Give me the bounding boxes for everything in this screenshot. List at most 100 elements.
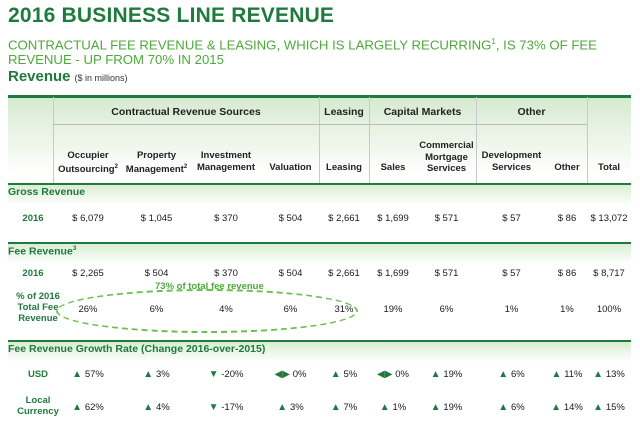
highlight-ellipse [56, 289, 358, 333]
group-header: Capital Markets [383, 106, 462, 118]
growth-value: 14% [563, 402, 583, 413]
gross-revenue-cell: $ 370 [214, 213, 238, 224]
group-underline [53, 124, 319, 125]
growth-value: 15% [605, 402, 625, 413]
down-arrow-icon: ▼ [208, 369, 222, 380]
row-label: Local Currency [17, 395, 59, 417]
column-header: Other [547, 162, 587, 174]
growth-cell: ▲ 6% [476, 369, 547, 380]
growth-value: 4% [155, 402, 170, 413]
growth-cell: ▲ 5% [319, 369, 369, 380]
growth-cell: ▲ 15% [587, 402, 631, 413]
up-arrow-icon: ▲ [72, 402, 85, 413]
fee-share-cell: 100% [596, 304, 622, 315]
down-arrow-icon: ▼ [208, 402, 222, 413]
column-header: Occupier Outsourcing2 [53, 150, 123, 175]
fee-share-cell: 19% [383, 304, 403, 315]
gross-revenue-cell: $ 1,699 [377, 213, 409, 224]
fee-revenue-cell: $ 8,717 [593, 268, 625, 279]
growth-cell: ▲ 19% [417, 402, 476, 413]
section-bar [8, 242, 631, 264]
growth-cell: ▲ 11% [547, 369, 587, 380]
column-header: Total [587, 162, 631, 174]
page-title: 2016 BUSINESS LINE REVENUE [8, 4, 335, 27]
growth-value: 1% [392, 402, 407, 413]
up-arrow-icon: ▲ [277, 402, 290, 413]
unit-note: ($ in millions) [74, 73, 128, 83]
gross-revenue-cell: $ 6,079 [72, 213, 104, 224]
growth-cell: ▲ 1% [369, 402, 417, 413]
flat-arrows-icon: ◀▶ [377, 369, 396, 380]
growth-cell: ▲ 19% [417, 369, 476, 380]
subtitle-text-post: , IS 73% OF FEE REVENUE - UP FROM 70% IN… [8, 37, 597, 68]
growth-value: 7% [343, 402, 358, 413]
gross-revenue-cell: $ 86 [557, 213, 577, 224]
fee-revenue-cell: $ 2,265 [72, 268, 104, 279]
revenue-heading: Revenue [8, 68, 71, 85]
gross-revenue-cell: $ 57 [502, 213, 521, 224]
group-underline [476, 124, 587, 125]
column-header-label: Commercial Mortgage Services [419, 140, 474, 174]
fee-share-cell: 1% [560, 304, 574, 315]
gross-revenue-cell: $ 13,072 [590, 213, 628, 224]
column-footnote: 2 [183, 163, 188, 170]
fee-callout: 73% of total fee revenue [155, 281, 264, 292]
column-header-label: Leasing [326, 162, 362, 173]
fee-revenue-cell: $ 504 [278, 268, 303, 279]
growth-value: 13% [605, 369, 625, 380]
group-header: Contractual Revenue Sources [111, 106, 261, 118]
group-underline [319, 124, 369, 125]
growth-cell: ▲ 62% [53, 402, 123, 413]
header-separator [587, 97, 588, 185]
up-arrow-icon: ▲ [498, 369, 511, 380]
up-arrow-icon: ▲ [143, 402, 156, 413]
column-header-label: Occupier Outsourcing [58, 150, 115, 175]
gross-revenue-heading: Gross Revenue [8, 186, 86, 198]
growth-cell: ▼ -17% [190, 402, 262, 413]
fee-revenue-cell: $ 571 [434, 268, 459, 279]
column-header-label: Development Services [481, 150, 542, 173]
column-header-label: Other [554, 162, 580, 173]
row-label: 2016 [22, 213, 44, 224]
growth-cell: ▲ 3% [262, 402, 319, 413]
column-header-label: Sales [380, 162, 406, 173]
growth-cell: ▲ 7% [319, 402, 369, 413]
growth-value: 57% [84, 369, 104, 380]
group-header: Leasing [324, 106, 364, 118]
header-separator [369, 97, 370, 185]
column-header: Investment Management [190, 150, 262, 173]
fee-revenue-cell: $ 504 [144, 268, 169, 279]
column-header-label: Valuation [269, 162, 312, 173]
growth-value: 5% [343, 369, 358, 380]
growth-value: 19% [443, 369, 463, 380]
up-arrow-icon: ▲ [430, 369, 444, 380]
column-footnote: 2 [114, 163, 118, 170]
growth-value: -17% [221, 402, 244, 413]
fee-share-cell: 1% [504, 304, 519, 315]
up-arrow-icon: ▲ [379, 402, 393, 413]
fee-revenue-cell: $ 2,661 [328, 268, 360, 279]
growth-value: 6% [510, 402, 525, 413]
flat-arrows-icon: ◀▶ [274, 369, 293, 380]
up-arrow-icon: ▲ [593, 369, 606, 380]
growth-value: 0% [292, 369, 307, 380]
column-header: Sales [369, 162, 417, 174]
growth-cell: ▲ 4% [123, 402, 190, 413]
growth-value: 11% [564, 369, 583, 380]
up-arrow-icon: ▲ [593, 402, 606, 413]
growth-cell: ◀▶ 0% [369, 369, 417, 380]
growth-value: -20% [221, 369, 244, 380]
growth-cell: ▲ 57% [53, 369, 123, 380]
header-separator [319, 97, 320, 185]
up-arrow-icon: ▲ [430, 402, 444, 413]
up-arrow-icon: ▲ [330, 369, 344, 380]
up-arrow-icon: ▲ [498, 402, 511, 413]
fee-revenue-footnote: 3 [72, 245, 77, 252]
growth-cell: ▲ 14% [547, 402, 587, 413]
revenue-section-title: Revenue ($ in millions) [8, 68, 128, 85]
column-header: Development Services [476, 150, 547, 173]
section-bar [8, 340, 631, 362]
growth-value: 62% [84, 402, 104, 413]
growth-cell: ▲ 3% [123, 369, 190, 380]
column-header: Property Management2 [123, 150, 190, 175]
